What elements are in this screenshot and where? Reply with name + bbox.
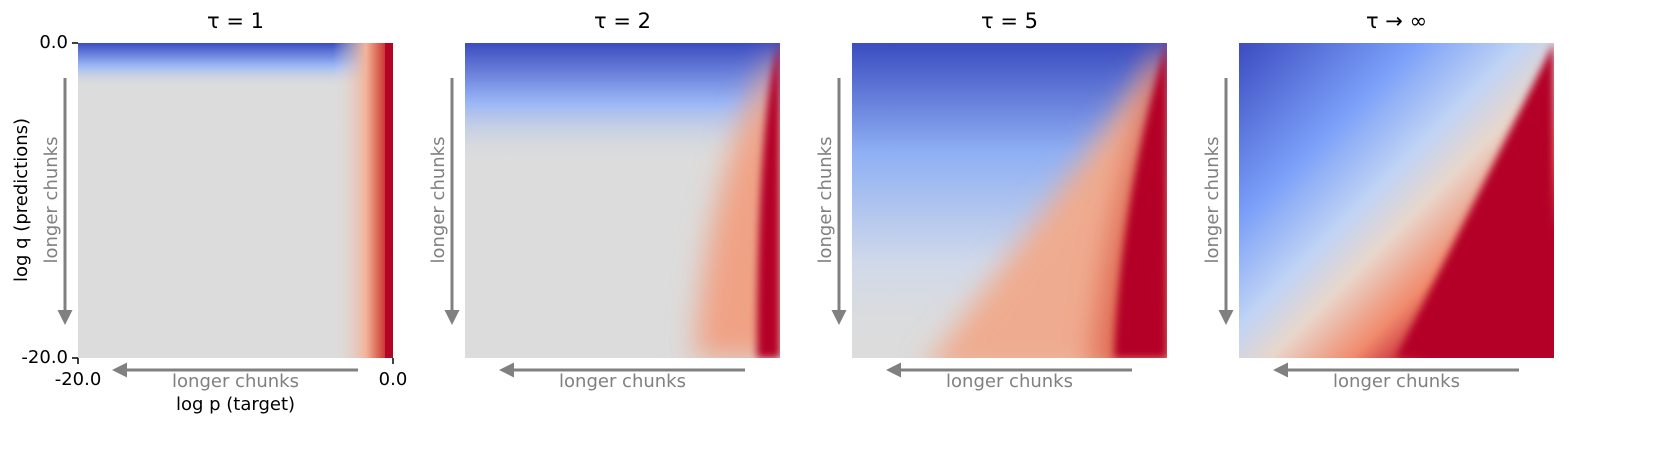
x-annotation: longer chunks bbox=[172, 371, 299, 392]
heatmap bbox=[465, 43, 780, 358]
x-tick-label: -20.0 bbox=[55, 369, 102, 390]
panel-title: τ = 1 bbox=[207, 9, 264, 33]
x-annotation: longer chunks bbox=[559, 371, 686, 392]
panel-title: τ → ∞ bbox=[1366, 9, 1427, 33]
x-annotation: longer chunks bbox=[946, 371, 1073, 392]
y-tick-label: 0.0 bbox=[39, 32, 68, 53]
y-annotation: longer chunks bbox=[41, 137, 62, 264]
y-tick-label: -20.0 bbox=[21, 347, 68, 368]
heatmap bbox=[78, 43, 393, 358]
panel-title: τ = 5 bbox=[981, 9, 1038, 33]
x-annotation: longer chunks bbox=[1333, 371, 1460, 392]
y-annotation: longer chunks bbox=[815, 137, 836, 264]
y-axis-label: log q (predictions) bbox=[11, 118, 32, 282]
y-annotation: longer chunks bbox=[428, 137, 449, 264]
heatmap bbox=[1239, 43, 1554, 358]
x-axis-label: log p (target) bbox=[176, 394, 295, 415]
heatmap bbox=[852, 43, 1167, 358]
x-tick-label: 0.0 bbox=[379, 369, 408, 390]
y-annotation: longer chunks bbox=[1202, 137, 1223, 264]
panel-title: τ = 2 bbox=[594, 9, 651, 33]
